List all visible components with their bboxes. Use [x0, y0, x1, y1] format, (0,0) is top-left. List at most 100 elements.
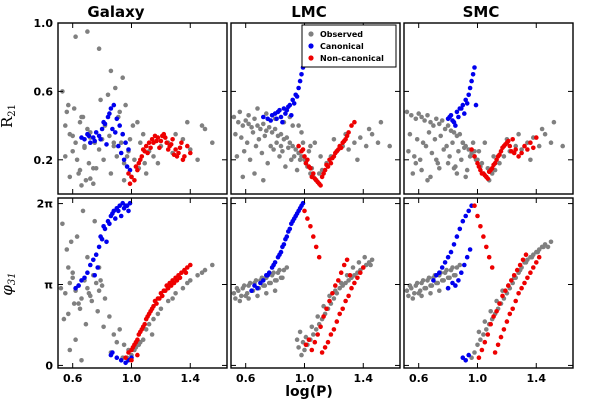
point-observed: [412, 291, 417, 296]
point-observed: [96, 46, 102, 51]
point-observed: [231, 291, 237, 296]
point-non-canonical: [303, 160, 309, 166]
point-observed: [96, 288, 102, 294]
point-observed: [278, 143, 284, 149]
point-observed: [406, 149, 411, 154]
point-non-canonical: [136, 160, 142, 166]
point-observed: [143, 171, 149, 176]
point-observed: [111, 143, 117, 149]
point-observed: [202, 267, 208, 273]
panel-galaxy-r21: 0.2 0.6 1.0: [34, 17, 228, 195]
point-observed: [429, 283, 435, 288]
point-canonical: [92, 138, 97, 144]
point-observed: [306, 149, 312, 154]
point-canonical: [460, 218, 466, 224]
point-non-canonical: [318, 183, 323, 188]
point-observed: [269, 130, 275, 135]
point-canonical: [283, 111, 288, 116]
point-observed: [117, 109, 122, 115]
point-observed: [117, 327, 122, 332]
point-non-canonical: [146, 140, 152, 145]
point-non-canonical: [536, 254, 542, 260]
point-canonical: [104, 142, 109, 147]
point-canonical: [108, 352, 114, 358]
point-non-canonical: [491, 162, 496, 168]
point-non-canonical: [349, 285, 354, 291]
point-observed: [545, 244, 551, 250]
y-label-phi31-main: φ: [0, 285, 16, 296]
point-observed: [438, 133, 444, 139]
point-canonical: [126, 147, 131, 152]
point-non-canonical: [494, 309, 499, 314]
point-canonical: [76, 283, 81, 288]
x-tick-label: 0.6: [63, 372, 83, 385]
point-observed: [253, 143, 259, 149]
point-observed: [92, 218, 97, 224]
series-observed-smc-phi31: [404, 239, 554, 361]
point-observed: [331, 296, 337, 301]
point-non-canonical: [347, 273, 353, 278]
point-observed: [404, 288, 410, 294]
point-non-canonical: [482, 339, 488, 345]
point-observed: [476, 329, 482, 335]
point-observed: [108, 171, 114, 176]
point-non-canonical: [492, 350, 498, 355]
point-non-canonical: [506, 283, 511, 288]
point-non-canonical: [183, 270, 189, 276]
point-observed: [462, 145, 467, 151]
point-observed: [63, 123, 68, 128]
point-non-canonical: [534, 135, 539, 140]
point-observed: [428, 119, 433, 125]
point-non-canonical: [315, 332, 321, 337]
point-observed: [91, 181, 96, 186]
point-non-canonical: [525, 275, 530, 281]
point-observed: [450, 265, 455, 270]
point-non-canonical: [489, 265, 495, 270]
point-observed: [246, 113, 251, 118]
point-observed: [91, 166, 96, 171]
point-non-canonical: [358, 270, 363, 276]
point-non-canonical: [126, 171, 131, 176]
point-observed: [121, 160, 127, 166]
series-non-canonical-galaxy-phi31: [123, 262, 193, 363]
point-observed: [239, 135, 244, 140]
point-observed: [284, 135, 290, 140]
point-observed: [143, 327, 149, 332]
point-canonical: [289, 221, 294, 227]
point-observed: [283, 164, 288, 169]
point-observed: [407, 283, 413, 288]
point-observed: [451, 130, 457, 135]
point-observed: [64, 109, 70, 115]
point-observed: [121, 342, 127, 348]
point-canonical: [101, 224, 106, 229]
point-observed: [409, 113, 414, 118]
point-canonical: [294, 211, 300, 216]
point-observed: [140, 131, 146, 137]
point-non-canonical: [469, 147, 474, 152]
point-observed: [362, 254, 368, 260]
point-observed: [460, 140, 466, 145]
point-observed: [85, 29, 90, 34]
point-canonical: [473, 102, 479, 108]
point-observed: [316, 171, 322, 176]
point-non-canonical: [319, 350, 325, 355]
point-observed: [429, 150, 435, 156]
point-observed: [417, 157, 423, 163]
point-observed: [286, 145, 291, 151]
point-non-canonical: [352, 119, 357, 125]
point-observed: [476, 149, 482, 154]
point-canonical: [107, 111, 112, 116]
point-observed: [297, 329, 303, 335]
point-observed: [536, 143, 542, 149]
point-non-canonical: [151, 303, 156, 309]
point-observed: [158, 306, 164, 312]
point-observed: [185, 280, 190, 286]
point-observed: [432, 137, 438, 142]
point-canonical: [463, 213, 469, 219]
legend-label-canonical: Canonical: [320, 42, 364, 51]
x-tick-label: 1.4: [354, 372, 374, 385]
point-observed: [80, 208, 86, 214]
point-observed: [497, 160, 502, 166]
point-observed: [541, 244, 546, 250]
point-canonical: [114, 355, 120, 361]
